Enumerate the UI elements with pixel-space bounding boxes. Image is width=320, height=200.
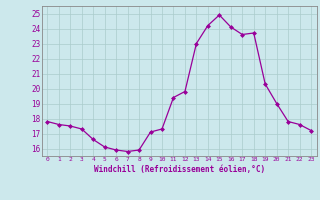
X-axis label: Windchill (Refroidissement éolien,°C): Windchill (Refroidissement éolien,°C) — [94, 165, 265, 174]
